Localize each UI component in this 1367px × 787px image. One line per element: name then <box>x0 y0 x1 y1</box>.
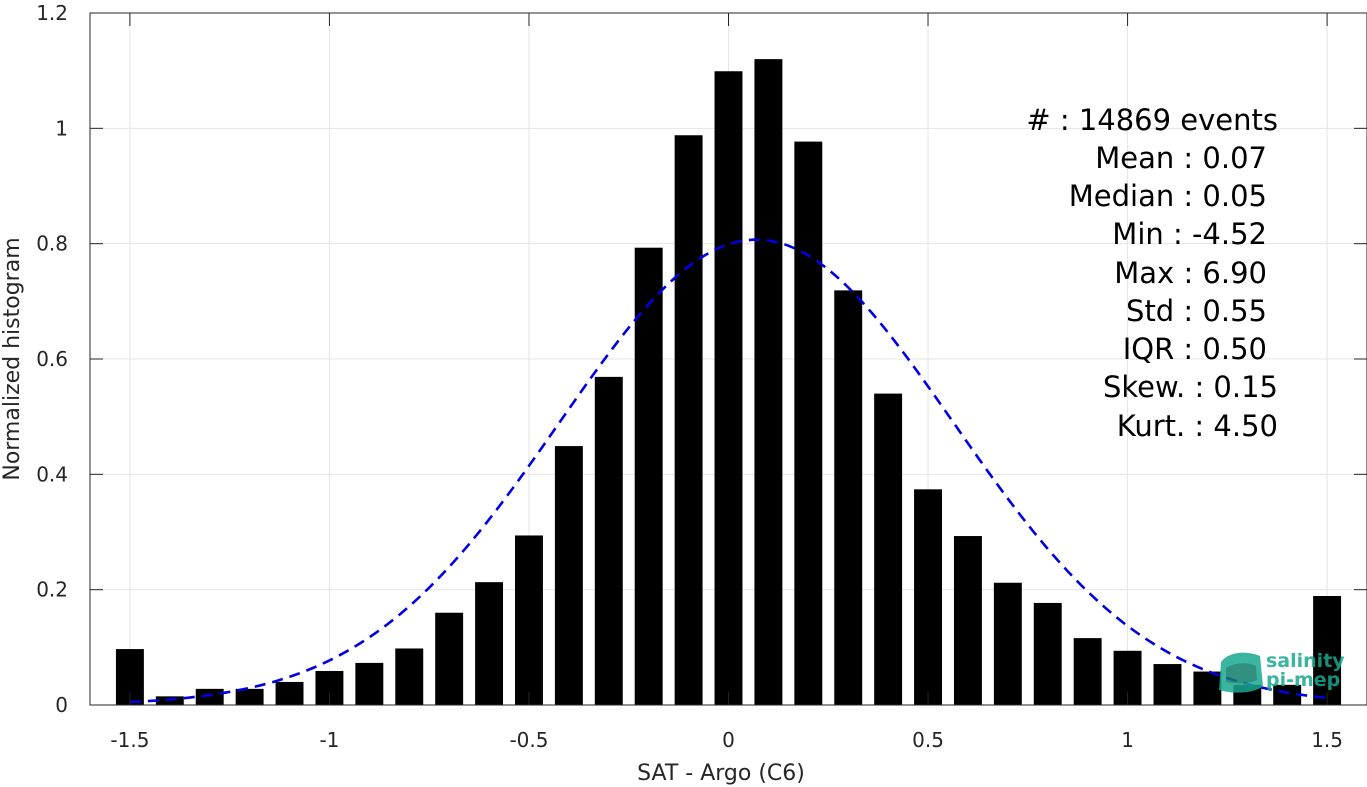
y-tick-label: 0.4 <box>36 462 68 486</box>
histogram-bar <box>1073 638 1102 705</box>
bars <box>115 59 1342 706</box>
histogram-bar <box>235 688 264 705</box>
y-axis-label: Normalized histogram <box>0 237 25 480</box>
histogram-bar <box>674 135 703 706</box>
histogram-bar <box>874 393 903 705</box>
histogram-bar <box>275 681 304 705</box>
y-tick-label: 1.2 <box>36 1 68 25</box>
y-tick-label: 1 <box>55 116 68 140</box>
x-tick-label: -0.5 <box>509 728 548 752</box>
stat-iqr: IQR : 0.50 <box>1123 332 1267 366</box>
y-tick-label: 0 <box>55 693 68 717</box>
histogram-bar <box>195 688 224 705</box>
histogram-bar <box>754 59 783 705</box>
y-tick-label: 0.2 <box>36 578 68 602</box>
stat-median: Median : 0.05 <box>1069 179 1267 213</box>
x-tick-label: 0 <box>722 728 735 752</box>
histogram-bar <box>1313 596 1342 705</box>
histogram-bar <box>1273 684 1302 705</box>
y-tick-label: 0.8 <box>36 232 68 256</box>
stats-annotation: # : 14869 events Mean : 0.07 Median : 0.… <box>1026 103 1278 443</box>
x-tick-label: 0.5 <box>912 728 944 752</box>
gaussian-fit-line <box>129 238 1328 704</box>
histogram-bar <box>1033 602 1062 705</box>
histogram-bar <box>1153 664 1182 705</box>
histogram-bar <box>515 535 543 705</box>
x-tick-label: 1.5 <box>1311 728 1343 752</box>
histogram-bar <box>794 141 823 705</box>
histogram-bar <box>435 612 464 705</box>
histogram-bar <box>953 536 982 705</box>
logo-mark-inner-icon <box>1226 663 1257 684</box>
logo-text-salinity: salinity <box>1266 650 1345 672</box>
x-tick-label: -1 <box>319 728 339 752</box>
histogram-bar <box>554 446 583 705</box>
stat-skew: Skew. : 0.15 <box>1103 370 1278 404</box>
x-tick-label: -1.5 <box>110 728 149 752</box>
histogram-bar <box>634 247 663 705</box>
salinity-pi-mep-logo: salinity pi-mep <box>1219 650 1345 693</box>
histogram-bar <box>1193 671 1222 705</box>
histogram-bar <box>395 648 424 705</box>
axis-ticks <box>90 12 1367 706</box>
histogram-bar <box>475 582 504 705</box>
stat-std: Std : 0.55 <box>1126 294 1267 328</box>
y-tick-label: 0.6 <box>36 347 68 371</box>
histogram-bar <box>993 582 1022 705</box>
histogram-bar <box>714 71 743 705</box>
histogram-bar <box>594 376 623 705</box>
histogram-bar <box>355 662 384 705</box>
histogram-bar <box>914 489 942 705</box>
axis-tick-labels: -1.5 -1 -0.5 0 0.5 1 1.5 0 0.2 0.4 0.6 0.8 1 1.2 <box>36 1 1343 752</box>
x-axis-label: SAT - Argo (C6) <box>637 761 805 786</box>
stat-count: # : 14869 events <box>1026 103 1278 137</box>
stat-mean: Mean : 0.07 <box>1095 141 1267 175</box>
x-tick-label: 1 <box>1121 728 1134 752</box>
stat-max: Max : 6.90 <box>1114 256 1267 290</box>
stat-kurt: Kurt. : 4.50 <box>1117 409 1278 443</box>
histogram-bar <box>834 290 863 705</box>
stat-min: Min : -4.52 <box>1112 217 1267 251</box>
logo-text-pi-mep: pi-mep <box>1266 669 1340 691</box>
